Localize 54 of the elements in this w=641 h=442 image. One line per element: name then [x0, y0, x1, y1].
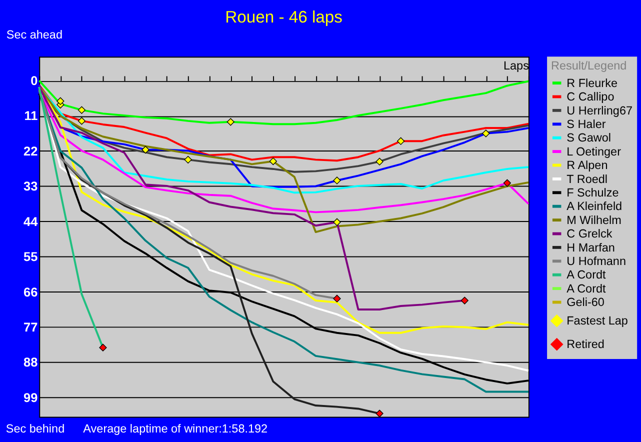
text: Sec behind: [6, 422, 65, 436]
legend-label: A Cordt: [566, 268, 606, 282]
legend-label: Retired: [566, 338, 604, 352]
y-tick-label: 44: [24, 214, 38, 229]
y-tick-label: 66: [24, 284, 38, 300]
y-tick-label: 55: [24, 249, 38, 264]
point: [333, 176, 341, 184]
point: [333, 218, 341, 226]
legend-label: L Oetinger: [566, 145, 622, 158]
point: [78, 106, 86, 114]
legend-label: H Marfan: [566, 241, 615, 254]
y-tick-label: 0: [30, 73, 38, 88]
text: Average laptime of winner:1:58.192: [83, 422, 268, 436]
point: [56, 97, 64, 105]
legend-label: Fastest Lap: [566, 314, 628, 328]
legend-label: A Kleinfeld: [566, 200, 622, 214]
legend-label: M Wilhelm: [566, 214, 622, 227]
legend-label: T Roedl: [566, 172, 608, 186]
legend-label: C Grelck: [566, 228, 612, 241]
legend-label: R Alpen: [566, 159, 608, 172]
legend-label: S Gawol: [566, 132, 611, 145]
legend-label: R Fleurke: [566, 76, 618, 90]
point: [99, 344, 107, 352]
legend-label: C Callipo: [566, 90, 615, 104]
point: [503, 179, 511, 187]
y-tick-label: 99: [24, 390, 38, 405]
legend-label: F Schulze: [566, 186, 619, 200]
y-tick-label: 22: [24, 143, 38, 158]
point: [184, 156, 192, 164]
legend-label: S Haler: [566, 118, 606, 132]
point: [397, 137, 405, 145]
point: [460, 296, 468, 304]
point: [78, 117, 86, 125]
point: [226, 118, 234, 126]
point: [376, 158, 384, 166]
point: [269, 157, 277, 166]
legend-title: Result/Legend: [550, 59, 627, 72]
line-series: [38, 86, 530, 234]
legend-label: U Herrling67: [566, 104, 632, 118]
line-series: [38, 80, 530, 126]
y-tick-label: 88: [24, 354, 38, 370]
legend-label: U Hofmann: [566, 255, 626, 268]
y-tick-label: 77: [24, 320, 38, 335]
chart-title: Rouen - 46 laps: [225, 7, 342, 26]
x-axis-title: Laps: [503, 59, 530, 72]
y-tick-label: 33: [24, 178, 38, 194]
point: [482, 130, 490, 138]
legend-label: A Cordt: [566, 282, 606, 296]
legend-label: Geli-60: [566, 296, 605, 310]
y-axis-title: Sec ahead: [6, 28, 62, 42]
point: [142, 146, 150, 154]
y-tick-label: 11: [24, 108, 38, 124]
point: [376, 410, 384, 418]
point: [333, 294, 341, 302]
